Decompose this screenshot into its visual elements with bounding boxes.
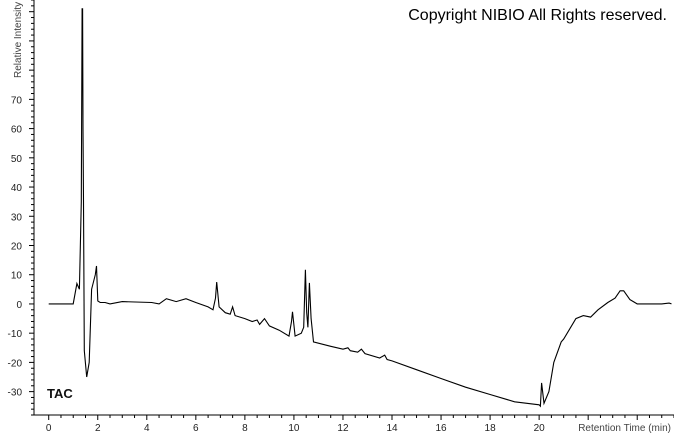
y-tick-label: 40 — [11, 183, 23, 194]
x-axis-label: Retention Time (min) — [578, 423, 671, 434]
y-tick-label: 70 — [11, 95, 23, 106]
x-tick-label: 8 — [242, 423, 248, 434]
trace-label: TAC — [47, 386, 73, 401]
x-tick-label: 6 — [193, 423, 199, 434]
x-tick-label: 4 — [144, 423, 150, 434]
y-tick-label: -20 — [8, 358, 23, 369]
y-tick-label: 50 — [11, 154, 23, 165]
copyright-text: Copyright NIBIO All Rights reserved. — [408, 7, 667, 24]
x-tick-label: 16 — [435, 423, 447, 434]
tac-trace — [48, 8, 672, 408]
y-tick-label: 20 — [11, 241, 23, 252]
x-tick-label: 2 — [95, 423, 101, 434]
y-axis-label: Relative Intensity — [13, 2, 24, 78]
x-tick-label: 20 — [534, 423, 546, 434]
y-tick-label: 30 — [11, 212, 23, 223]
y-tick-label: 10 — [11, 271, 23, 282]
x-tick-label: 0 — [46, 423, 52, 434]
y-tick-label: 0 — [16, 300, 22, 311]
y-tick-label: 60 — [11, 125, 23, 136]
x-tick-label: 10 — [288, 423, 300, 434]
x-tick-label: 14 — [386, 423, 398, 434]
x-tick-label: 18 — [485, 423, 497, 434]
x-tick-label: 12 — [337, 423, 349, 434]
y-tick-label: -30 — [8, 388, 23, 399]
y-tick-label: -10 — [8, 329, 23, 340]
